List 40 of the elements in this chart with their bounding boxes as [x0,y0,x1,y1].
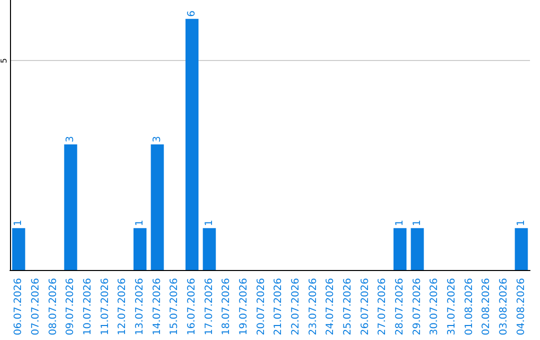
x-tick-label: 08.07.2026 [48,278,59,336]
x-tick-label: 23.07.2026 [308,278,319,336]
x-tick-label: 13.07.2026 [134,278,146,336]
data-label: 1 [516,220,527,226]
x-tick-label: 04.08.2026 [516,278,527,336]
data-label: 1 [412,220,423,226]
data-label: 1 [204,220,215,226]
x-tick-label: 06.07.2026 [13,278,24,336]
x-tick-label: 10.07.2026 [82,278,94,336]
x-tick-label: 26.07.2026 [360,278,371,336]
x-tick-label: 18.07.2026 [221,278,232,336]
x-tick-label: 09.07.2026 [65,278,76,336]
x-tick-label: 22.07.2026 [290,278,302,336]
x-tick-label: 25.07.2026 [342,278,354,336]
data-label: 3 [152,136,163,142]
x-tick-label: 03.08.2026 [498,278,510,336]
x-tick-label: 16.07.2026 [186,278,198,336]
x-tick-label: 01.08.2026 [464,278,475,336]
x-tick-label: 27.07.2026 [377,278,388,336]
data-label: 1 [394,220,406,226]
y-tick-label: 5 [0,58,8,64]
data-label: 1 [134,220,146,226]
x-tick-label: 30.07.2026 [429,278,440,336]
x-tick-label: 29.07.2026 [412,278,423,336]
x-tick-label: 19.07.2026 [238,278,250,336]
data-label: 1 [13,220,24,226]
data-label: 6 [186,10,198,17]
x-tick-label: 20.07.2026 [256,278,267,336]
x-tick-label: 02.08.2026 [481,278,492,336]
x-tick-label: 12.07.2026 [117,278,128,336]
x-tick-label: 21.07.2026 [273,278,284,336]
data-label: 3 [65,136,76,142]
x-tick-label: 17.07.2026 [204,278,215,336]
x-tick-label: 31.07.2026 [446,278,458,336]
x-tick-label: 07.07.2026 [30,278,42,336]
x-tick-label: 24.07.2026 [325,278,336,336]
x-tick-label: 15.07.2026 [169,278,180,336]
x-tick-label: 11.07.2026 [100,278,111,336]
x-tick-label: 28.07.2026 [394,278,406,336]
x-tick-label: 14.07.2026 [152,278,163,336]
